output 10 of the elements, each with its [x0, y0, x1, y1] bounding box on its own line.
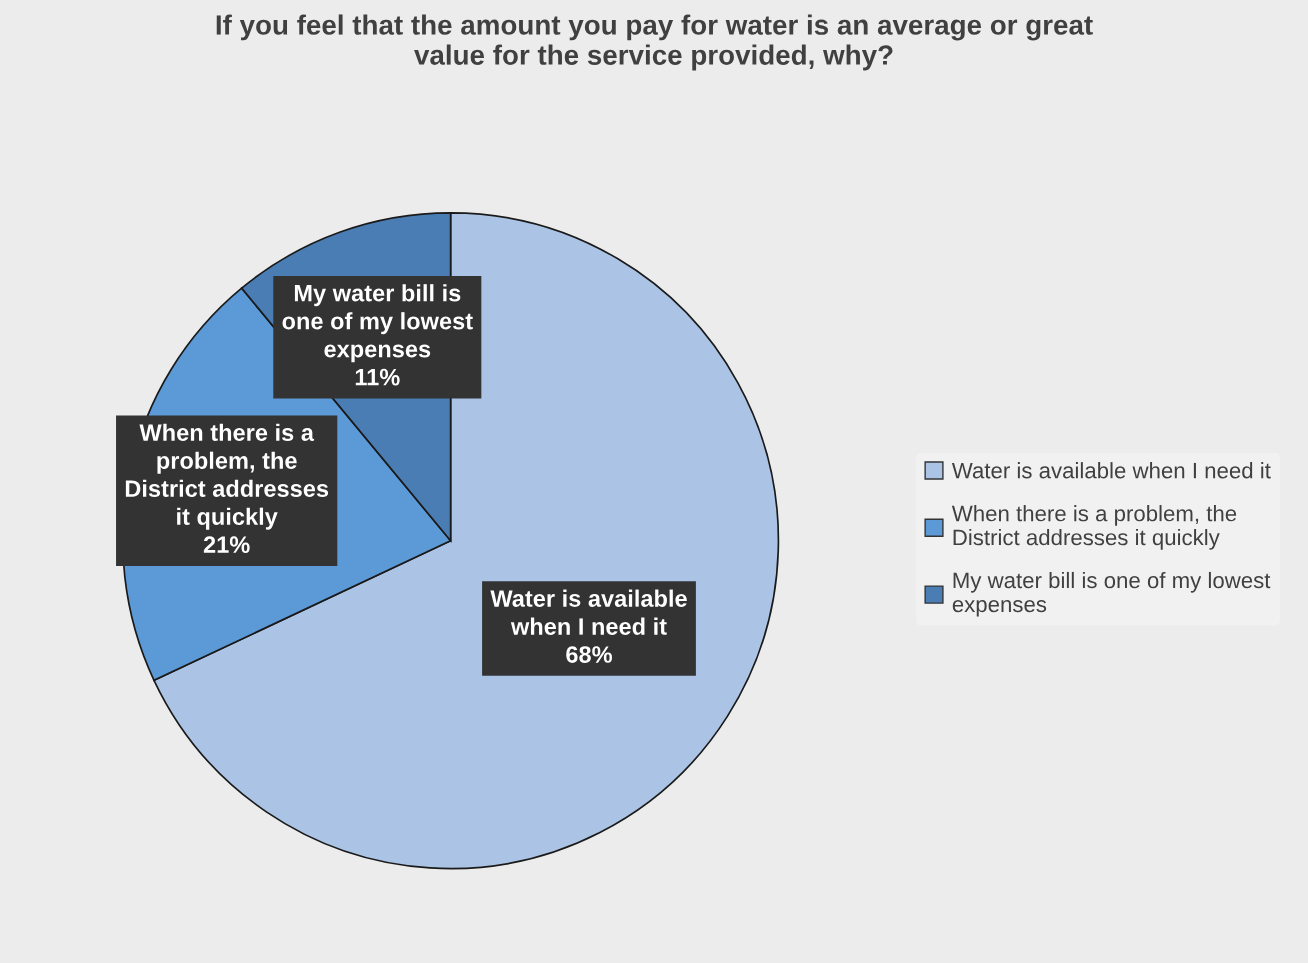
slice-label: Water is available when I need it	[490, 589, 687, 635]
data-label: 11%	[355, 368, 400, 386]
legend-label: Water is available when I need it	[951, 462, 1271, 479]
chart-title: If you feel that the amount you pay for water is an average or great value for the service provided, why?	[216, 14, 1093, 71]
data-label: 68%	[566, 646, 612, 663]
legend-label: My water bill is one of my lowest expenses	[952, 571, 1271, 617]
legend-label: When there is a problem, the District addresses it quickly	[951, 505, 1237, 550]
slice-label: My water bill is one of my lowest expenses	[282, 284, 473, 363]
slice-label: When there is a problem, the District addresses it quickly	[125, 423, 329, 530]
data-label: 21%	[203, 536, 250, 553]
